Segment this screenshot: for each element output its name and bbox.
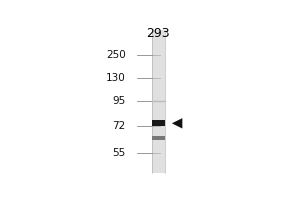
Text: 130: 130 [106, 73, 126, 83]
Bar [152, 30, 165, 173]
Text: 55: 55 [112, 148, 126, 158]
Text: 250: 250 [106, 50, 126, 60]
Polygon shape [172, 118, 182, 129]
Text: 95: 95 [112, 96, 126, 106]
Bar [152, 136, 165, 140]
Text: 293: 293 [147, 27, 170, 40]
Bar [152, 120, 165, 126]
Text: 72: 72 [112, 121, 126, 131]
